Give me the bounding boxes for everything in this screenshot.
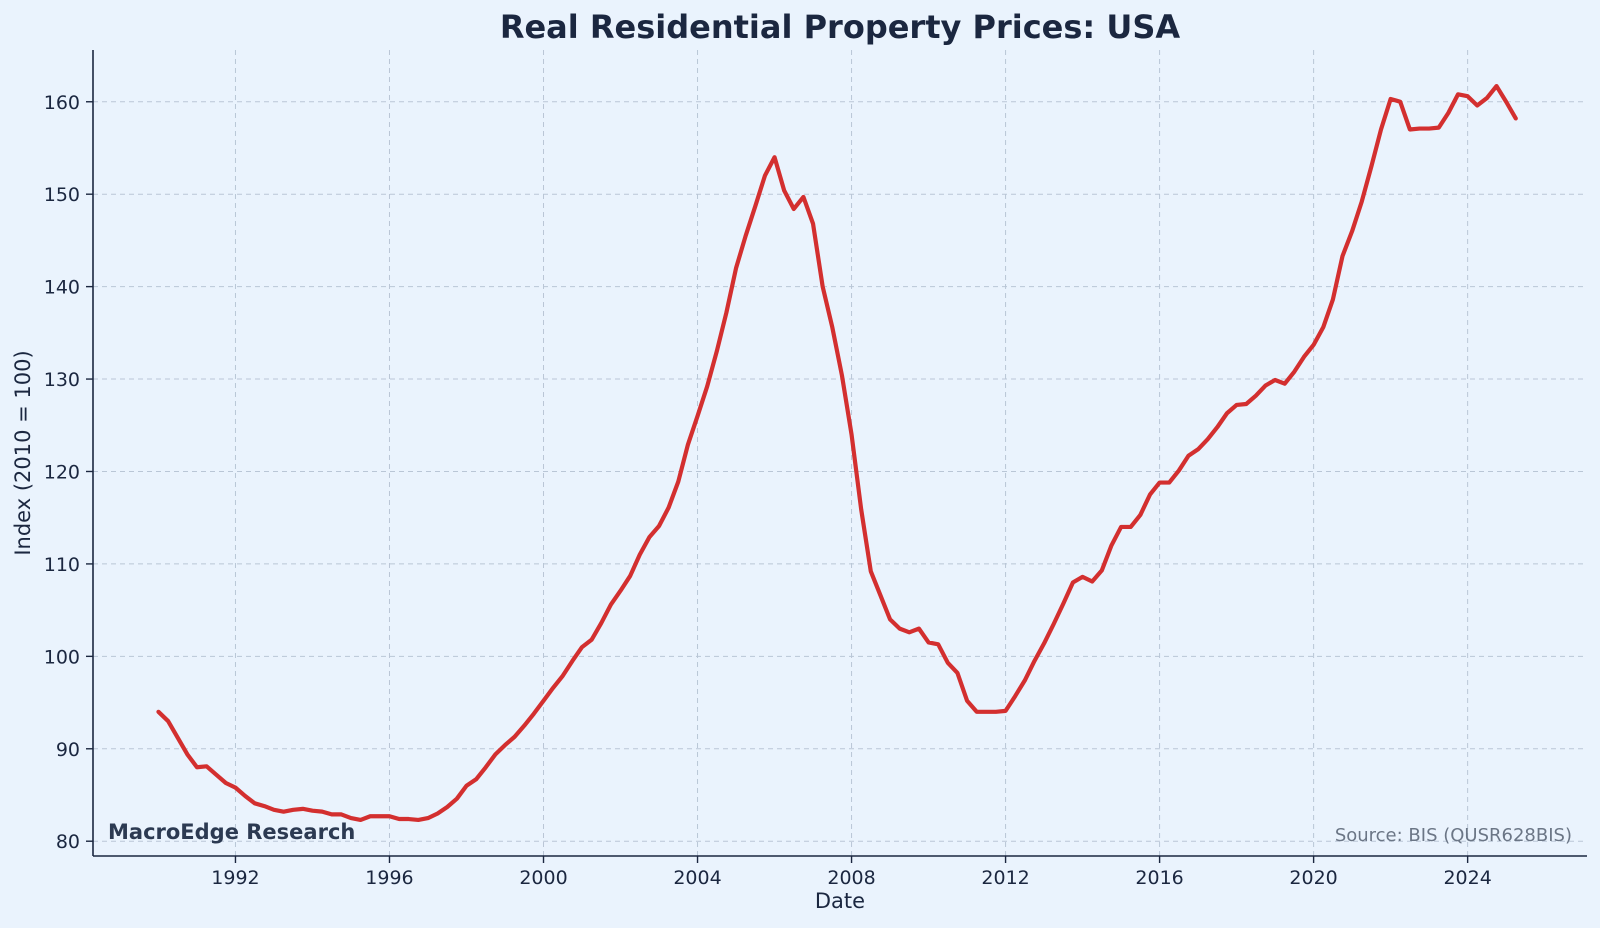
x-tick-label: 2016 [1135,867,1183,889]
source-text: Source: BIS (QUSR628BIS) [1335,825,1572,846]
x-tick-label: 2004 [673,867,721,889]
y-tick-label: 150 [44,184,80,206]
y-tick-label: 110 [44,554,80,576]
x-tick-label: 2000 [519,867,567,889]
x-axis-label: Date [815,889,865,913]
chart-title: Real Residential Property Prices: USA [500,8,1181,46]
x-tick-label: 2024 [1443,867,1491,889]
x-tick-label: 2012 [981,867,1029,889]
y-tick-label: 140 [44,277,80,299]
x-tick-label: 2020 [1289,867,1337,889]
y-tick-label: 160 [44,92,80,114]
y-axis-ticks: 80 90 100 110 120 130 140 150 160 [44,92,93,853]
x-tick-label: 1992 [211,867,259,889]
watermark-text: MacroEdge Research [108,820,355,844]
y-tick-label: 80 [56,831,80,853]
x-axis-ticks: 1992 1996 2000 2004 2008 2012 2016 2020 2024 [211,856,1492,889]
y-tick-label: 130 [44,369,80,391]
grid-lines [93,50,1587,856]
series-layer [156,83,1518,823]
y-tick-label: 90 [56,739,80,761]
y-tick-label: 100 [44,646,80,668]
y-tick-label: 120 [44,461,80,483]
series-line-0 [156,83,1518,823]
y-axis-label: Index (2010 = 100) [11,350,35,555]
x-tick-label: 1996 [365,867,413,889]
x-tick-label: 2008 [827,867,875,889]
